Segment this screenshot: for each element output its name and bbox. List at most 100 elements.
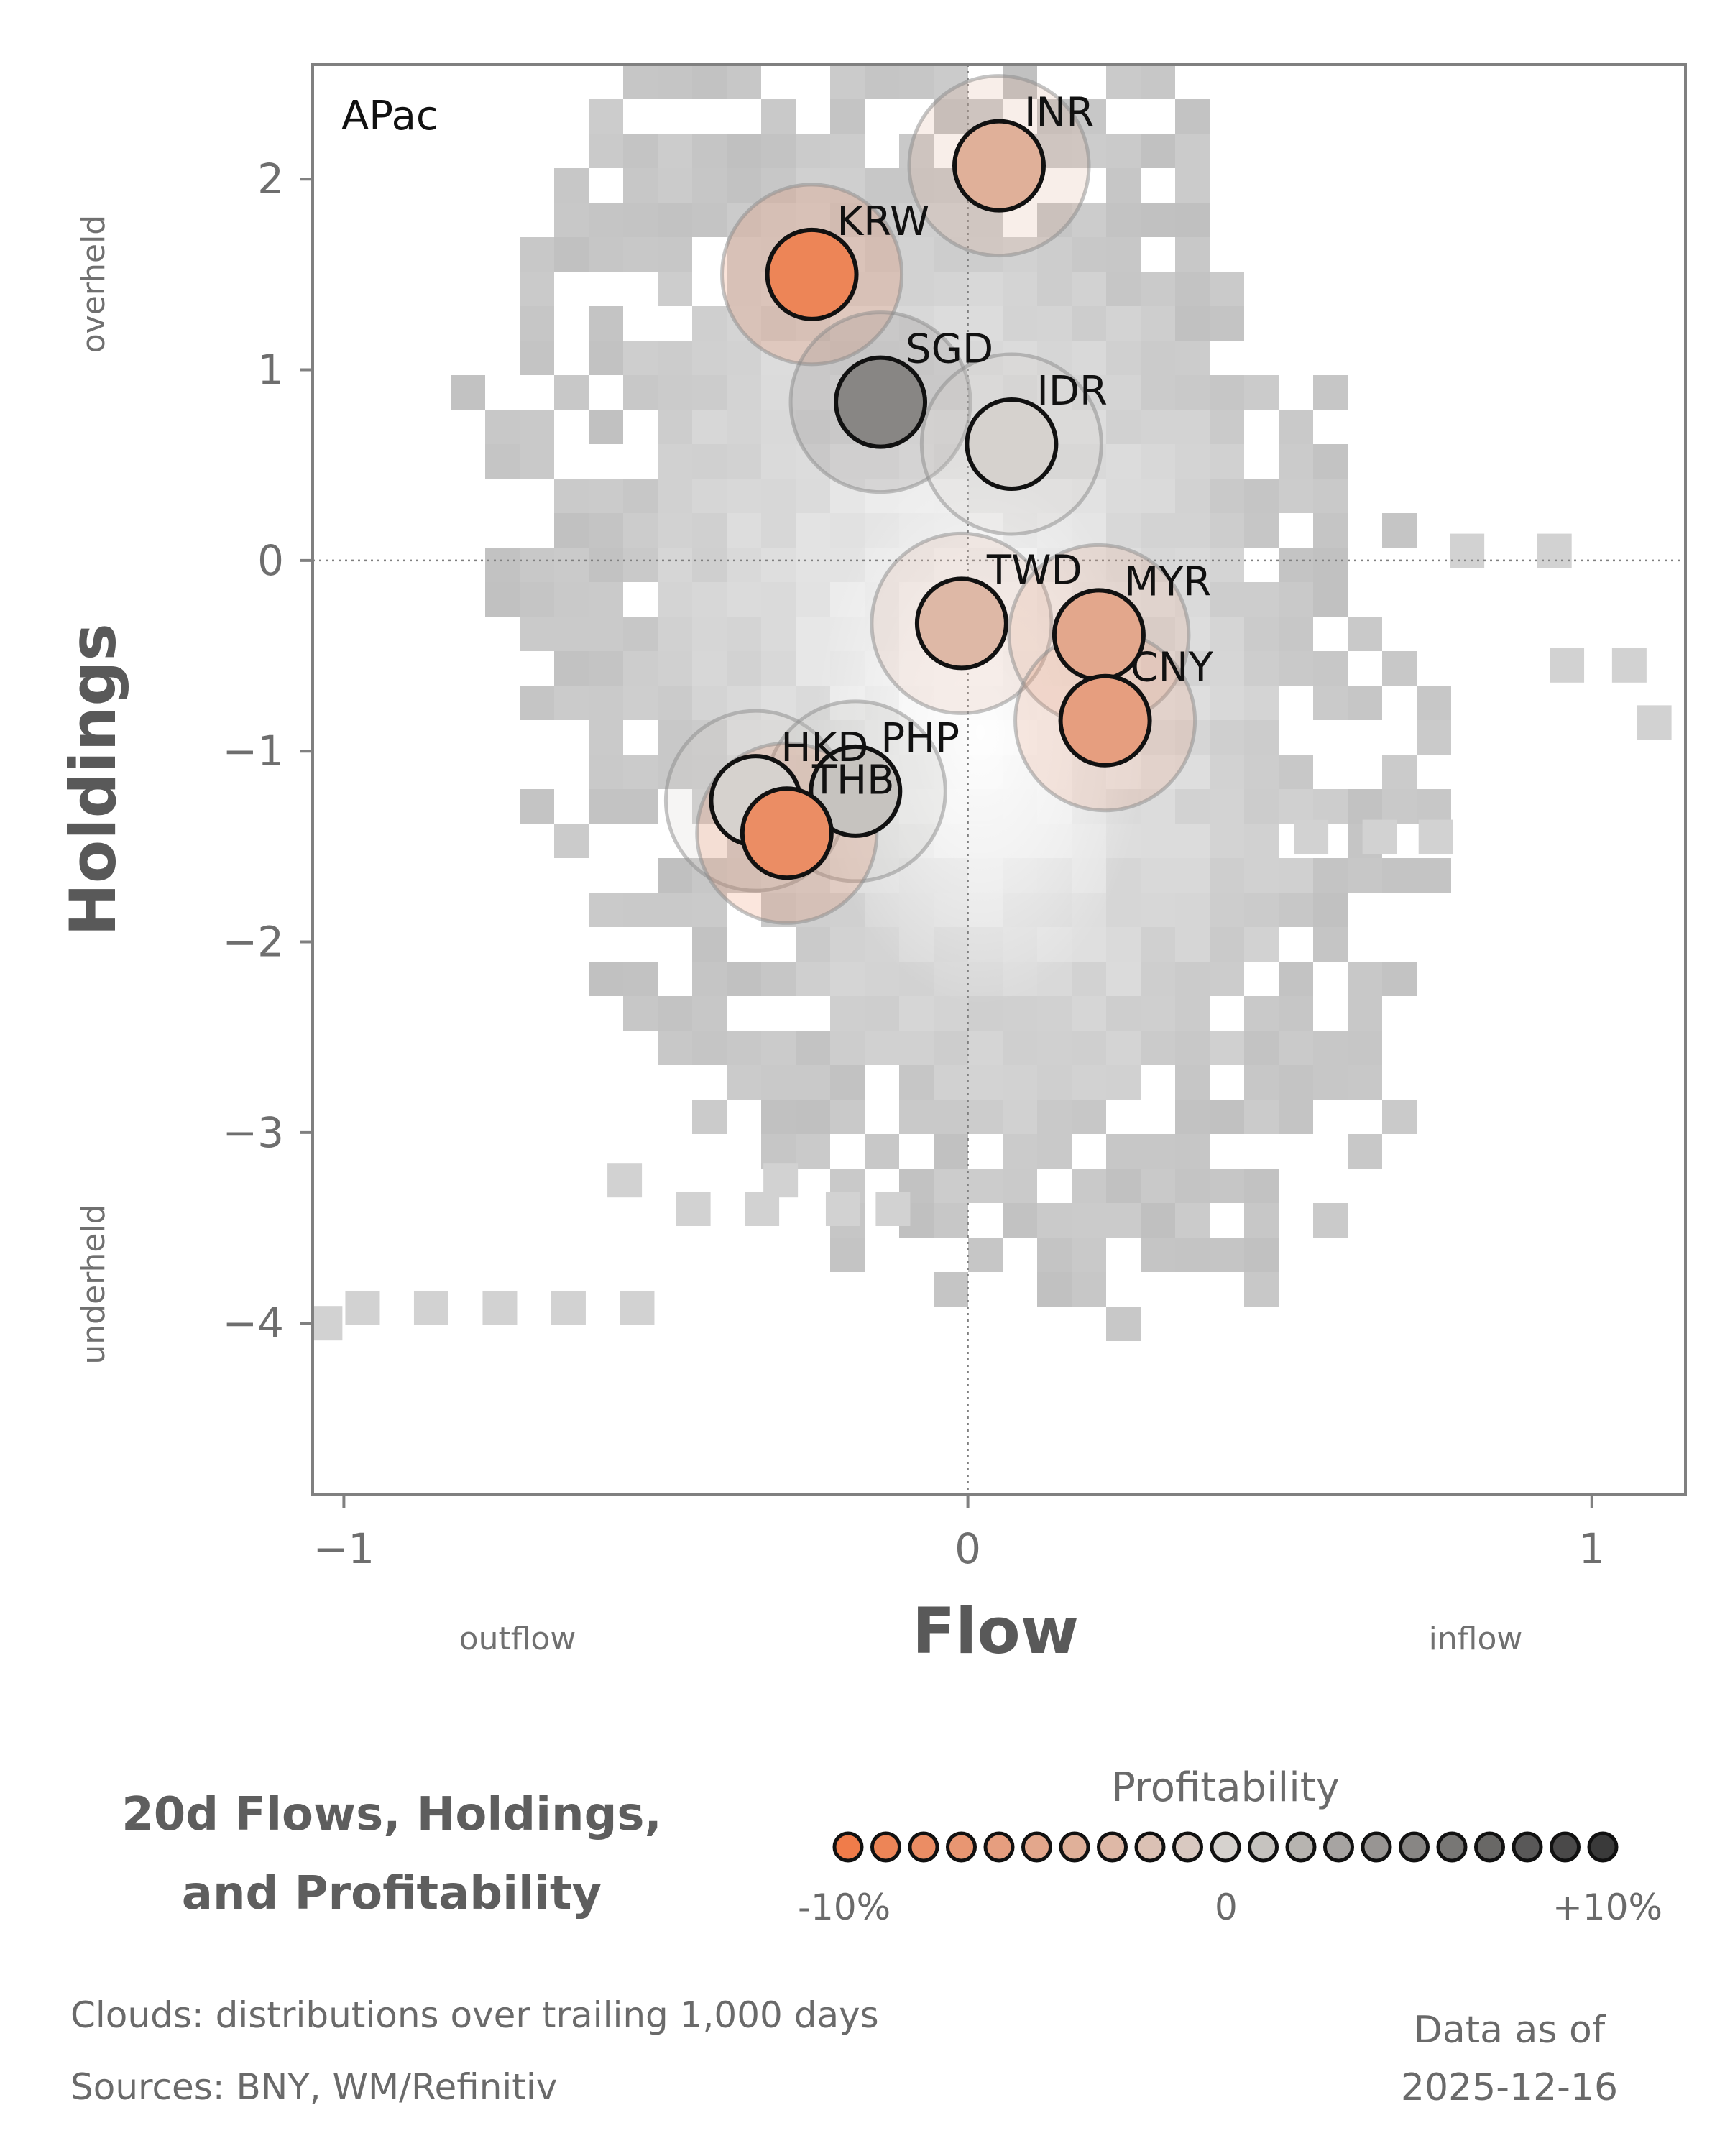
- cloud-cell: [589, 651, 623, 686]
- cloud-cell: [830, 1031, 865, 1065]
- cloud-cell: [1037, 203, 1072, 237]
- cloud-cell: [1037, 1031, 1072, 1065]
- cloud-cell: [658, 651, 692, 686]
- cloud-cell: [830, 134, 865, 168]
- cloud-cell: [520, 410, 554, 444]
- cloud-cell: [1417, 789, 1451, 824]
- cloud-cell: [865, 444, 899, 479]
- cloud-cell: [1210, 617, 1244, 651]
- cloud-cell: [692, 306, 727, 341]
- cloud-cell: [1210, 1238, 1244, 1272]
- cloud-cell: [589, 306, 623, 341]
- cloud-cell: [1106, 203, 1141, 237]
- cloud-cell: [1175, 237, 1210, 272]
- cloud-cell: [1244, 1100, 1279, 1134]
- cloud-cell: [899, 134, 934, 168]
- cloud-cell: [934, 1272, 968, 1307]
- cloud-cell: [968, 272, 1003, 306]
- cloud-cell: [1175, 789, 1210, 824]
- cloud-cell: [1072, 1031, 1106, 1065]
- cloud-cell: [1106, 341, 1141, 375]
- cloud-cell: [589, 479, 623, 513]
- cloud-cell: [1175, 375, 1210, 410]
- cloud-cell: [968, 1031, 1003, 1065]
- cloud-cell: [692, 548, 727, 582]
- cloud-cell: [554, 168, 589, 203]
- cloud-cell: [1106, 375, 1141, 410]
- cloud-cell: [1244, 651, 1279, 686]
- cloud-cell: [727, 651, 761, 686]
- cloud-cell: [796, 582, 830, 617]
- cloud-cell: [1210, 479, 1244, 513]
- footer-as-of-label: Data as of: [1413, 2009, 1606, 2052]
- cloud-cell: [692, 65, 727, 99]
- cloud-cell: [934, 99, 968, 134]
- point-php: [809, 744, 903, 838]
- point-label-cny: CNY: [1131, 645, 1214, 691]
- cloud-cell: [934, 1065, 968, 1100]
- cloud-cell: [761, 479, 796, 513]
- cloud-cell: [1106, 1134, 1141, 1169]
- cloud-cell: [825, 1192, 860, 1226]
- cloud-cell: [1037, 306, 1072, 341]
- point-label-php: PHP: [880, 715, 960, 762]
- cloud-cell: [589, 410, 623, 444]
- cloud-cell: [1072, 306, 1106, 341]
- cloud-cell: [1141, 927, 1175, 962]
- cloud-cell: [1313, 686, 1348, 720]
- cloud-cell: [1244, 686, 1279, 720]
- cloud-cell: [1037, 375, 1072, 410]
- cloud-cell: [796, 479, 830, 513]
- cloud-cell: [1382, 789, 1417, 824]
- cloud-cell: [658, 548, 692, 582]
- cloud-cell: [1210, 789, 1244, 824]
- reference-lines: [313, 65, 1685, 1495]
- legend-dot: [870, 1831, 901, 1863]
- cloud-cell: [1037, 996, 1072, 1031]
- cloud-cell: [1279, 444, 1313, 479]
- cloud-cell: [727, 65, 761, 99]
- cloud-cell: [658, 893, 692, 927]
- chart-title-line1: 20d Flows, Holdings,: [121, 1788, 662, 1841]
- cloud-cell: [620, 1290, 655, 1325]
- cloud-cell: [1279, 996, 1313, 1031]
- cloud-cell: [589, 203, 623, 237]
- cloud-cell: [865, 1031, 899, 1065]
- cloud-cell: [761, 548, 796, 582]
- cloud-cell: [1003, 272, 1037, 306]
- cloud-cell: [934, 1169, 968, 1203]
- cloud-cell: [1072, 237, 1106, 272]
- cloud-cell: [796, 513, 830, 548]
- cloud-cell: [554, 824, 589, 858]
- cloud-cell: [1175, 168, 1210, 203]
- cloud-cell: [658, 1031, 692, 1065]
- legend-dot: [1587, 1831, 1619, 1863]
- cloud-cell: [1175, 893, 1210, 927]
- cloud-cell: [658, 513, 692, 548]
- legend-mid-label: 0: [1215, 1886, 1238, 1928]
- cloud-cell: [692, 375, 727, 410]
- cloud-cell: [1141, 134, 1175, 168]
- cloud-cell: [692, 927, 727, 962]
- cloud-cell: [1313, 858, 1348, 893]
- legend-dot: [1210, 1831, 1241, 1863]
- cloud-cell: [313, 1306, 343, 1341]
- y-tick-label: −3: [223, 1108, 285, 1157]
- x-tick-label: −1: [313, 1524, 375, 1573]
- cloud-cell: [830, 927, 865, 962]
- cloud-cell: [865, 237, 899, 272]
- cloud-cell: [1313, 927, 1348, 962]
- cloud-cell: [692, 582, 727, 617]
- cloud-cell: [830, 99, 865, 134]
- cloud-cell: [830, 203, 865, 237]
- legend-dot: [1399, 1831, 1430, 1863]
- footer-sources: Sources: BNY, WM/Refinitiv: [70, 2066, 558, 2108]
- cloud-cell: [1313, 789, 1348, 824]
- cloud-cell: [1348, 996, 1382, 1031]
- cloud-cell: [692, 341, 727, 375]
- cloud-cell: [727, 272, 761, 306]
- cloud-cell: [1106, 1203, 1141, 1238]
- cloud-cell: [1141, 1169, 1175, 1203]
- cloud-cell: [520, 444, 554, 479]
